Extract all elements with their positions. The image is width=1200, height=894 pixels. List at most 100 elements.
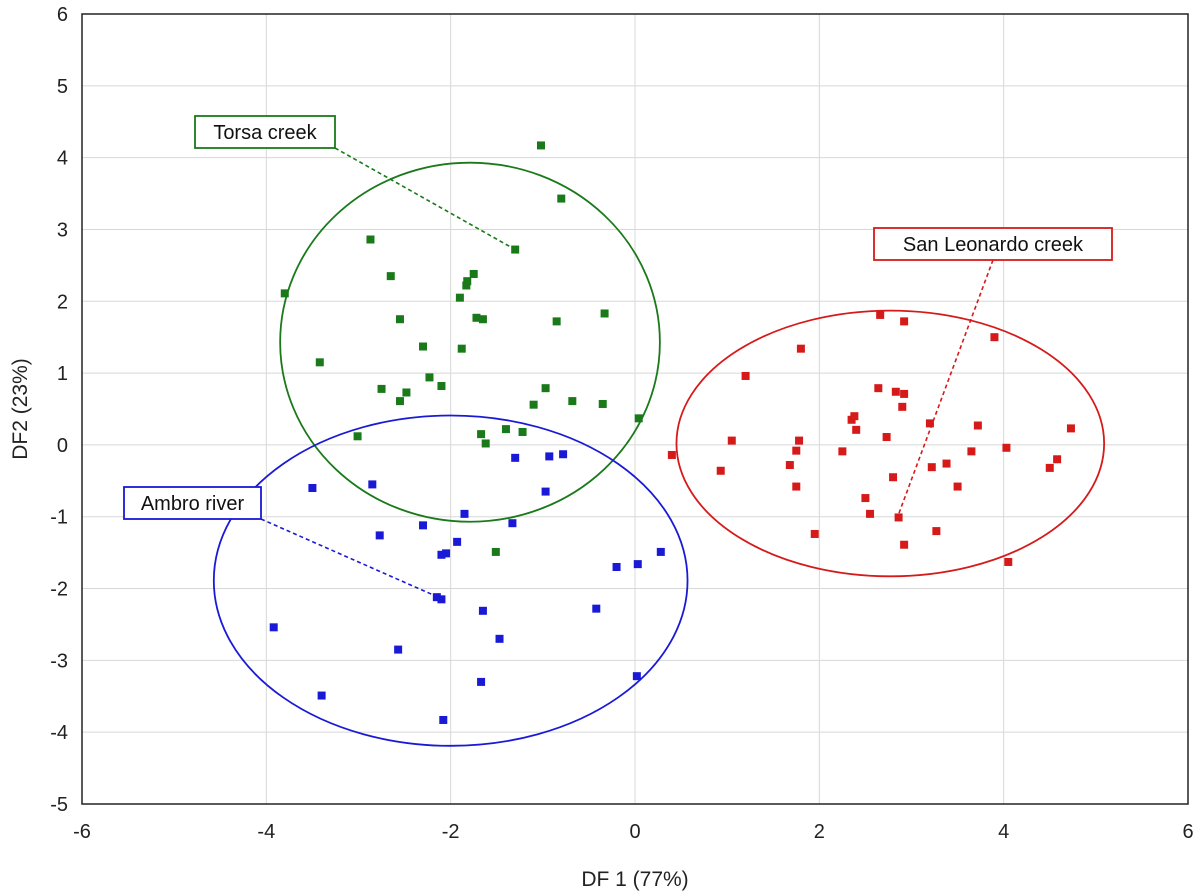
ambro-river-point xyxy=(559,450,568,459)
y-tick-label: -3 xyxy=(50,650,68,672)
torsa-creek-label-box xyxy=(194,115,336,149)
y-tick-label: 0 xyxy=(57,435,68,457)
san-leonardo-creek-point xyxy=(973,421,982,430)
torsa-creek-point xyxy=(395,315,404,324)
ambro-river-point xyxy=(375,531,384,540)
san-leonardo-creek-point xyxy=(900,389,909,398)
torsa-creek-point xyxy=(437,382,446,391)
y-tick-label: -5 xyxy=(50,794,68,816)
torsa-creek-point xyxy=(469,269,478,278)
group-ellipses xyxy=(212,161,1106,747)
torsa-creek-point xyxy=(395,397,404,406)
san-leonardo-creek-point xyxy=(932,527,941,536)
san-leonardo-creek-point xyxy=(852,425,861,434)
x-tick-label: -6 xyxy=(73,821,91,843)
ambro-river-point xyxy=(477,677,486,686)
san-leonardo-creek-point xyxy=(847,415,856,424)
torsa-creek-point xyxy=(280,289,289,298)
ambro-river-point xyxy=(460,509,469,518)
ambro-river-point xyxy=(633,560,642,569)
san-leonardo-creek-point xyxy=(967,447,976,456)
torsa-creek-point xyxy=(463,277,472,286)
san-leonardo-creek-point xyxy=(1002,443,1011,452)
ambro-river-point xyxy=(453,537,462,546)
san-leonardo-creek-point xyxy=(1004,557,1013,566)
san-leonardo-creek-point xyxy=(667,450,676,459)
x-tick-label: 4 xyxy=(998,821,1009,843)
torsa-creek-ellipse xyxy=(279,161,661,523)
torsa-creek-point xyxy=(478,315,487,324)
torsa-creek-point xyxy=(462,281,471,290)
san-leonardo-creek-point xyxy=(882,433,891,442)
torsa-creek-point xyxy=(598,399,607,408)
torsa-creek-point xyxy=(568,397,577,406)
ambro-river-point xyxy=(439,715,448,724)
ambro-river-point xyxy=(592,604,601,613)
y-tick-label: 4 xyxy=(57,148,68,170)
x-tick-label: -4 xyxy=(257,821,275,843)
y-tick-label: 5 xyxy=(57,76,68,98)
san-leonardo-creek-point xyxy=(900,317,909,326)
san-leonardo-creek-point xyxy=(898,402,907,411)
plot-frame xyxy=(81,13,1189,805)
san-leonardo-creek-point xyxy=(927,463,936,472)
san-leonardo-creek-label: San Leonardo creek xyxy=(903,234,1084,256)
ambro-river-point xyxy=(442,549,451,558)
torsa-creek-point xyxy=(634,414,643,423)
torsa-creek-point xyxy=(419,342,428,351)
san-leonardo-creek-point xyxy=(796,344,805,353)
torsa-creek-point xyxy=(472,313,481,322)
ambro-river-point xyxy=(541,487,550,496)
ambro-river-point xyxy=(368,480,377,489)
san-leonardo-creek-point xyxy=(900,540,909,549)
san-leonardo-creek-point xyxy=(785,461,794,470)
data-points xyxy=(269,141,1075,724)
torsa-creek-point xyxy=(377,384,386,393)
san-leonardo-creek-label-box xyxy=(873,227,1113,261)
torsa-creek-point xyxy=(455,293,464,302)
san-leonardo-creek-point xyxy=(942,459,951,468)
ambro-river-point xyxy=(508,519,517,528)
ambro-river-point xyxy=(612,563,621,571)
torsa-creek-point xyxy=(353,432,362,441)
san-leonardo-creek-point xyxy=(866,509,875,518)
y-tick-label: 6 xyxy=(57,4,68,26)
ambro-river-point xyxy=(511,453,520,462)
torsa-creek-point xyxy=(366,235,375,244)
torsa-creek-point xyxy=(457,344,466,353)
ambro-river-point xyxy=(545,452,554,461)
torsa-creek-point xyxy=(425,373,434,382)
y-tick-label: -1 xyxy=(50,507,68,529)
y-tick-label: -4 xyxy=(50,722,68,744)
group-labels: Torsa creek Ambro river San Leonardo creek xyxy=(123,115,1113,600)
ambro-river-point xyxy=(317,691,326,700)
ambro-river-label: Ambro river xyxy=(141,493,245,515)
torsa-creek-point xyxy=(541,384,550,393)
torsa-creek-point xyxy=(315,358,324,367)
torsa-creek-point xyxy=(491,547,500,556)
san-leonardo-creek-point xyxy=(990,333,999,342)
ambro-river-point xyxy=(632,672,641,681)
san-leonardo-creek-leader-line xyxy=(896,259,994,518)
torsa-creek-point xyxy=(402,388,411,397)
san-leonardo-creek-point xyxy=(891,387,900,396)
ambro-river-point xyxy=(269,623,278,632)
san-leonardo-creek-point xyxy=(889,473,898,482)
torsa-creek-point xyxy=(557,194,566,203)
torsa-creek-point xyxy=(386,272,395,281)
ambro-river-point xyxy=(478,606,487,615)
ambro-river-label-box xyxy=(123,486,262,520)
san-leonardo-creek-point xyxy=(727,436,736,445)
san-leonardo-creek-point xyxy=(1045,463,1054,472)
san-leonardo-creek-point xyxy=(792,482,801,491)
san-leonardo-creek-point xyxy=(876,310,885,319)
x-axis-title: DF 1 (77%) xyxy=(581,868,688,891)
y-tick-label: 3 xyxy=(57,219,68,241)
torsa-creek-point xyxy=(501,425,510,434)
ambro-river-point xyxy=(495,634,504,643)
ambro-river-ellipse xyxy=(212,414,689,747)
torsa-creek-label: Torsa creek xyxy=(213,122,317,144)
san-leonardo-creek-point xyxy=(741,371,750,380)
ambro-river-point xyxy=(437,595,446,604)
san-leonardo-creek-point xyxy=(925,419,934,428)
